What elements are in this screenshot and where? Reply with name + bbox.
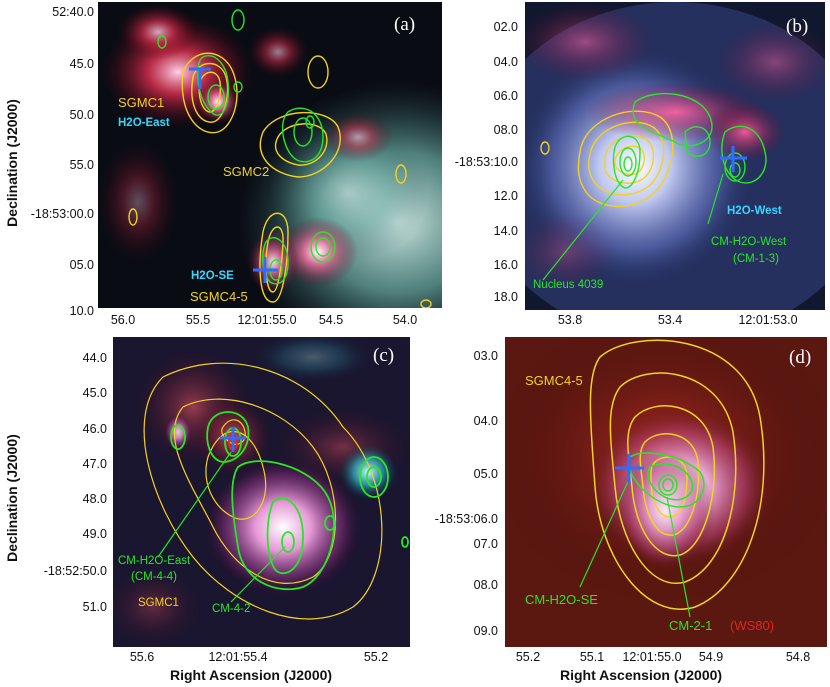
ytick-c-6: -18:52:50.0 [43, 564, 107, 578]
panel-d-overlay [505, 337, 827, 647]
panel-d-label: (d) [789, 347, 812, 368]
ytick-c-2: 46.0 [82, 422, 107, 436]
ytick-c-5: 49.0 [82, 527, 107, 541]
xtick-a-2: 12:01:55.0 [237, 313, 297, 327]
xtick-b-2: 12:01:53.0 [738, 313, 798, 327]
annotation-sgmc1: SGMC1 [118, 95, 165, 110]
xtick-a-3: 54.5 [318, 313, 344, 327]
panel-b-overlay [525, 2, 825, 310]
annotation-cm-h2o-east: CM-H2O-East [118, 555, 191, 567]
x-axis-title-left: Right Ascension (J2000) [170, 667, 333, 683]
ytick-b-8: 18.0 [493, 290, 518, 304]
panel-c-label: (c) [373, 345, 395, 366]
xtick-d-4: 54.8 [785, 650, 811, 664]
annotation-h2o-se: H2O-SE [191, 270, 234, 282]
ytick-d-5: 08.0 [473, 578, 498, 592]
ytick-c-0: 44.0 [82, 351, 107, 365]
ytick-d-2: 05.0 [473, 467, 498, 481]
xtick-d-0: 55.2 [515, 650, 541, 664]
annotation-h2o-west: H2O-West [727, 205, 782, 217]
annotation-sgmc2: SGMC2 [223, 164, 270, 179]
ytick-d-1: 04.0 [473, 414, 498, 428]
ytick-c-3: 47.0 [82, 457, 107, 471]
maser-cross-a1 [189, 67, 211, 89]
ytick-a-2: 50.0 [69, 108, 94, 122]
ytick-a-3: 55.0 [69, 158, 94, 172]
y-axis-title-top: Declination (J2000) [4, 99, 20, 227]
ytick-a-5: 05.0 [69, 258, 94, 272]
ytick-b-6: 14.0 [493, 224, 518, 238]
panel-a-image: (a) SGMC1 H2O-East SGMC2 H2O-SE SGMC4-5 [98, 2, 442, 308]
annotation-cm-2-1: CM-2-1 [669, 618, 713, 633]
maser-cross-d [615, 454, 644, 483]
ytick-b-1: 04.0 [493, 55, 518, 69]
xtick-c-1: 12:01:55.4 [208, 650, 268, 664]
xtick-c-0: 55.6 [129, 650, 155, 664]
ytick-b-0: 02.0 [493, 20, 518, 34]
maser-cross-b [720, 146, 747, 172]
ytick-b-7: 16.0 [493, 258, 518, 272]
x-axis-title-right: Right Ascension (J2000) [560, 667, 723, 683]
ytick-c-1: 45.0 [82, 386, 107, 400]
annotation-cm-4-2: CM-4-2 [212, 603, 251, 615]
panel-b-label: (b) [786, 16, 809, 37]
xtick-a-4: 54.0 [392, 313, 418, 327]
maser-cross-a2 [253, 257, 278, 283]
annotation-cm-h2o-west: CM-H2O-West [711, 236, 787, 248]
xtick-b-0: 53.8 [557, 313, 583, 327]
y-axis-title-bottom: Declination (J2000) [4, 434, 20, 562]
xtick-a-0: 56.0 [110, 313, 136, 327]
ytick-b-3: 08.0 [493, 123, 518, 137]
ytick-b-5: 12.0 [493, 189, 518, 203]
xtick-a-1: 55.5 [185, 313, 211, 327]
panel-a-label: (a) [394, 14, 416, 35]
annotation-sgmc1-c: SGMC1 [138, 597, 179, 609]
xtick-d-2: 12:01:55.0 [622, 650, 682, 664]
ytick-b-4: -18:53:10.0 [454, 155, 518, 169]
xtick-d-1: 55.1 [579, 650, 605, 664]
xtick-d-3: 54.9 [698, 650, 724, 664]
annotation-cm-1-3: (CM-1-3) [733, 253, 779, 265]
annotation-ws80: (WS80) [730, 618, 775, 633]
annotation-h2o-east: H2O-East [118, 117, 170, 129]
ytick-d-0: 03.0 [473, 349, 498, 363]
annotation-cm-4-4: (CM-4-4) [131, 571, 177, 583]
xtick-b-1: 53.4 [657, 313, 683, 327]
ytick-d-4: 07.0 [473, 537, 498, 551]
ytick-a-1: 45.0 [69, 57, 94, 71]
annotation-cm-h2o-se: CM-H2O-SE [525, 592, 598, 607]
ytick-a-6: 10.0 [69, 304, 94, 318]
ytick-b-2: 06.0 [493, 89, 518, 103]
ytick-c-4: 48.0 [82, 492, 107, 506]
ytick-d-6: 09.0 [473, 624, 498, 638]
panel-a-overlay [98, 4, 442, 308]
ytick-a-4: -18:53:00.0 [30, 207, 94, 221]
annotation-sgmc4-5-a: SGMC4-5 [190, 289, 248, 304]
panel-c-image: (c) CM-H2O-East (CM-4-4) SGMC1 CM-4-2 [113, 337, 410, 647]
xtick-c-2: 55.2 [363, 650, 389, 664]
ytick-a-0: 52:40.0 [52, 5, 94, 19]
panel-d-image: (d) SGMC4-5 CM-H2O-SE CM-2-1 (WS80) [505, 337, 827, 647]
ytick-d-3: -18:53:06.0 [434, 512, 498, 526]
annotation-nucleus-4039: Nucleus 4039 [533, 279, 604, 291]
annotation-sgmc4-5-d: SGMC4-5 [525, 373, 583, 388]
panel-b-image: (b) H2O-West CM-H2O-West (CM-1-3) Nucleu… [525, 2, 825, 310]
panel-c-overlay [113, 337, 410, 647]
maser-cross-c [220, 427, 246, 452]
ytick-c-7: 51.0 [82, 600, 107, 614]
